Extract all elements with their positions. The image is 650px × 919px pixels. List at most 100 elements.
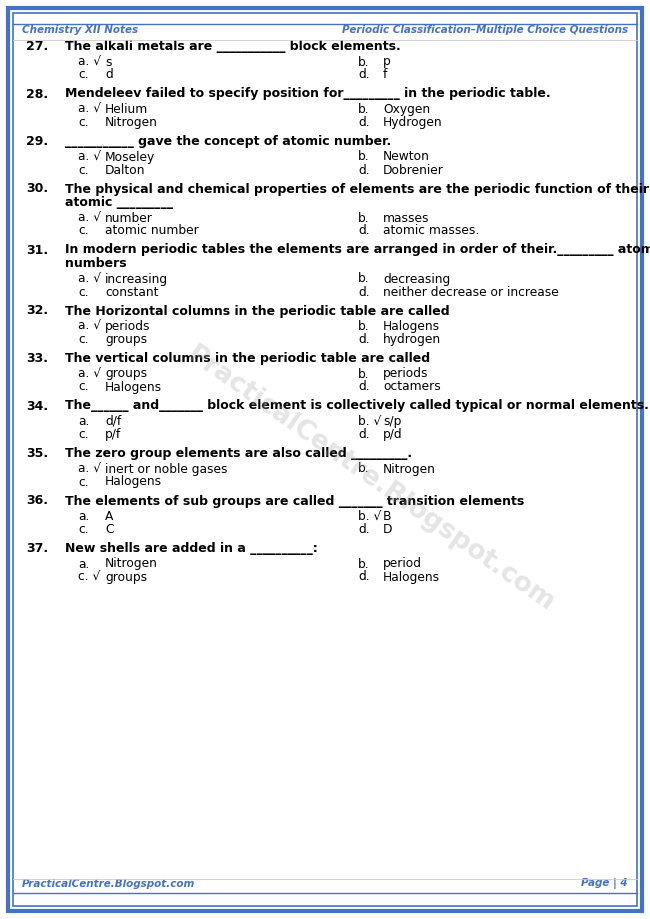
Text: d.: d. bbox=[358, 571, 370, 584]
Text: The Horizontal columns in the periodic table are called: The Horizontal columns in the periodic t… bbox=[65, 304, 450, 317]
Text: a.: a. bbox=[78, 415, 90, 428]
Text: b.: b. bbox=[358, 55, 370, 69]
Text: d/f: d/f bbox=[105, 415, 122, 428]
Text: 31.: 31. bbox=[26, 244, 48, 256]
Text: a. √: a. √ bbox=[78, 211, 101, 224]
Text: a. √: a. √ bbox=[78, 273, 101, 286]
Text: a. √: a. √ bbox=[78, 151, 101, 164]
Text: 34.: 34. bbox=[26, 400, 48, 413]
Text: a. √: a. √ bbox=[78, 320, 101, 333]
Text: The elements of sub groups are called _______ transition elements: The elements of sub groups are called __… bbox=[65, 494, 525, 507]
Text: c.: c. bbox=[78, 333, 88, 346]
Text: c.: c. bbox=[78, 286, 88, 299]
Text: The______ and_______ block element is collectively called typical or normal elem: The______ and_______ block element is co… bbox=[65, 400, 649, 413]
Text: c.: c. bbox=[78, 523, 88, 536]
Text: groups: groups bbox=[105, 571, 147, 584]
Text: groups: groups bbox=[105, 368, 147, 380]
Text: d.: d. bbox=[358, 116, 370, 129]
Text: s/p: s/p bbox=[383, 415, 402, 428]
Text: 35.: 35. bbox=[26, 447, 48, 460]
Text: d.: d. bbox=[358, 333, 370, 346]
Text: period: period bbox=[383, 558, 422, 571]
Text: Nitrogen: Nitrogen bbox=[105, 558, 158, 571]
Text: c.: c. bbox=[78, 380, 88, 393]
Text: d.: d. bbox=[358, 164, 370, 176]
Text: numbers: numbers bbox=[65, 257, 127, 270]
Text: a. √: a. √ bbox=[78, 368, 101, 380]
Text: b.: b. bbox=[358, 320, 370, 333]
Text: Hydrogen: Hydrogen bbox=[383, 116, 443, 129]
Text: C: C bbox=[105, 523, 114, 536]
Text: 32.: 32. bbox=[26, 304, 48, 317]
Text: Nitrogen: Nitrogen bbox=[383, 462, 436, 475]
Text: The alkali metals are ___________ block elements.: The alkali metals are ___________ block … bbox=[65, 40, 401, 53]
Text: Halogens: Halogens bbox=[105, 475, 162, 489]
Text: f: f bbox=[383, 69, 387, 82]
Text: periods: periods bbox=[383, 368, 428, 380]
Text: A: A bbox=[105, 510, 113, 523]
Text: The zero group elements are also called _________.: The zero group elements are also called … bbox=[65, 447, 412, 460]
Text: 29.: 29. bbox=[26, 135, 48, 148]
Text: Moseley: Moseley bbox=[105, 151, 155, 164]
Text: inert or noble gases: inert or noble gases bbox=[105, 462, 228, 475]
Text: New shells are added in a __________:: New shells are added in a __________: bbox=[65, 542, 318, 555]
Text: The physical and chemical properties of elements are the periodic function of th: The physical and chemical properties of … bbox=[65, 183, 649, 196]
Text: In modern periodic tables the elements are arranged in order of their._________ : In modern periodic tables the elements a… bbox=[65, 244, 650, 256]
Text: b.: b. bbox=[358, 558, 370, 571]
Text: PracticalCentre.Blogspot.com: PracticalCentre.Blogspot.com bbox=[181, 341, 559, 617]
Text: b.: b. bbox=[358, 462, 370, 475]
Text: Halogens: Halogens bbox=[105, 380, 162, 393]
Text: b. √: b. √ bbox=[358, 510, 382, 523]
Text: Page | 4: Page | 4 bbox=[581, 878, 628, 889]
Text: groups: groups bbox=[105, 333, 147, 346]
Text: c.: c. bbox=[78, 428, 88, 441]
Text: atomic _________: atomic _________ bbox=[65, 196, 173, 209]
Text: atomic number: atomic number bbox=[105, 224, 199, 237]
Text: c.: c. bbox=[78, 475, 88, 489]
Text: Dobrenier: Dobrenier bbox=[383, 164, 444, 176]
Text: Mendeleev failed to specify position for_________ in the periodic table.: Mendeleev failed to specify position for… bbox=[65, 87, 551, 100]
Text: Nitrogen: Nitrogen bbox=[105, 116, 158, 129]
Text: masses: masses bbox=[383, 211, 430, 224]
Text: c.: c. bbox=[78, 69, 88, 82]
Text: 30.: 30. bbox=[26, 183, 48, 196]
Text: p/f: p/f bbox=[105, 428, 122, 441]
Text: a. √: a. √ bbox=[78, 55, 101, 69]
Text: a. √: a. √ bbox=[78, 103, 101, 116]
Text: neither decrease or increase: neither decrease or increase bbox=[383, 286, 559, 299]
Text: c.: c. bbox=[78, 224, 88, 237]
Text: Helium: Helium bbox=[105, 103, 148, 116]
Text: s: s bbox=[105, 55, 112, 69]
Text: 33.: 33. bbox=[26, 352, 48, 365]
Text: c.: c. bbox=[78, 164, 88, 176]
Text: octamers: octamers bbox=[383, 380, 441, 393]
Text: c.: c. bbox=[78, 116, 88, 129]
Text: PracticalCentre.Blogspot.com: PracticalCentre.Blogspot.com bbox=[22, 879, 195, 889]
Text: constant: constant bbox=[105, 286, 159, 299]
Text: The vertical columns in the periodic table are called: The vertical columns in the periodic tab… bbox=[65, 352, 430, 365]
Text: Chemistry XII Notes: Chemistry XII Notes bbox=[22, 25, 138, 35]
Text: periods: periods bbox=[105, 320, 151, 333]
Text: Dalton: Dalton bbox=[105, 164, 146, 176]
Text: d.: d. bbox=[358, 69, 370, 82]
Text: Halogens: Halogens bbox=[383, 571, 440, 584]
Text: a. √: a. √ bbox=[78, 462, 101, 475]
Text: decreasing: decreasing bbox=[383, 273, 450, 286]
Text: number: number bbox=[105, 211, 153, 224]
Text: d.: d. bbox=[358, 224, 370, 237]
Text: 37.: 37. bbox=[26, 542, 48, 555]
Text: hydrogen: hydrogen bbox=[383, 333, 441, 346]
Text: d.: d. bbox=[358, 428, 370, 441]
Text: d: d bbox=[105, 69, 112, 82]
Text: a.: a. bbox=[78, 510, 90, 523]
Text: b.: b. bbox=[358, 368, 370, 380]
Text: b.: b. bbox=[358, 103, 370, 116]
Text: b.: b. bbox=[358, 151, 370, 164]
Text: B: B bbox=[383, 510, 391, 523]
Text: increasing: increasing bbox=[105, 273, 168, 286]
Text: 27.: 27. bbox=[26, 40, 48, 53]
Text: b.: b. bbox=[358, 211, 370, 224]
Text: p/d: p/d bbox=[383, 428, 402, 441]
Text: atomic masses.: atomic masses. bbox=[383, 224, 479, 237]
Text: Newton: Newton bbox=[383, 151, 430, 164]
